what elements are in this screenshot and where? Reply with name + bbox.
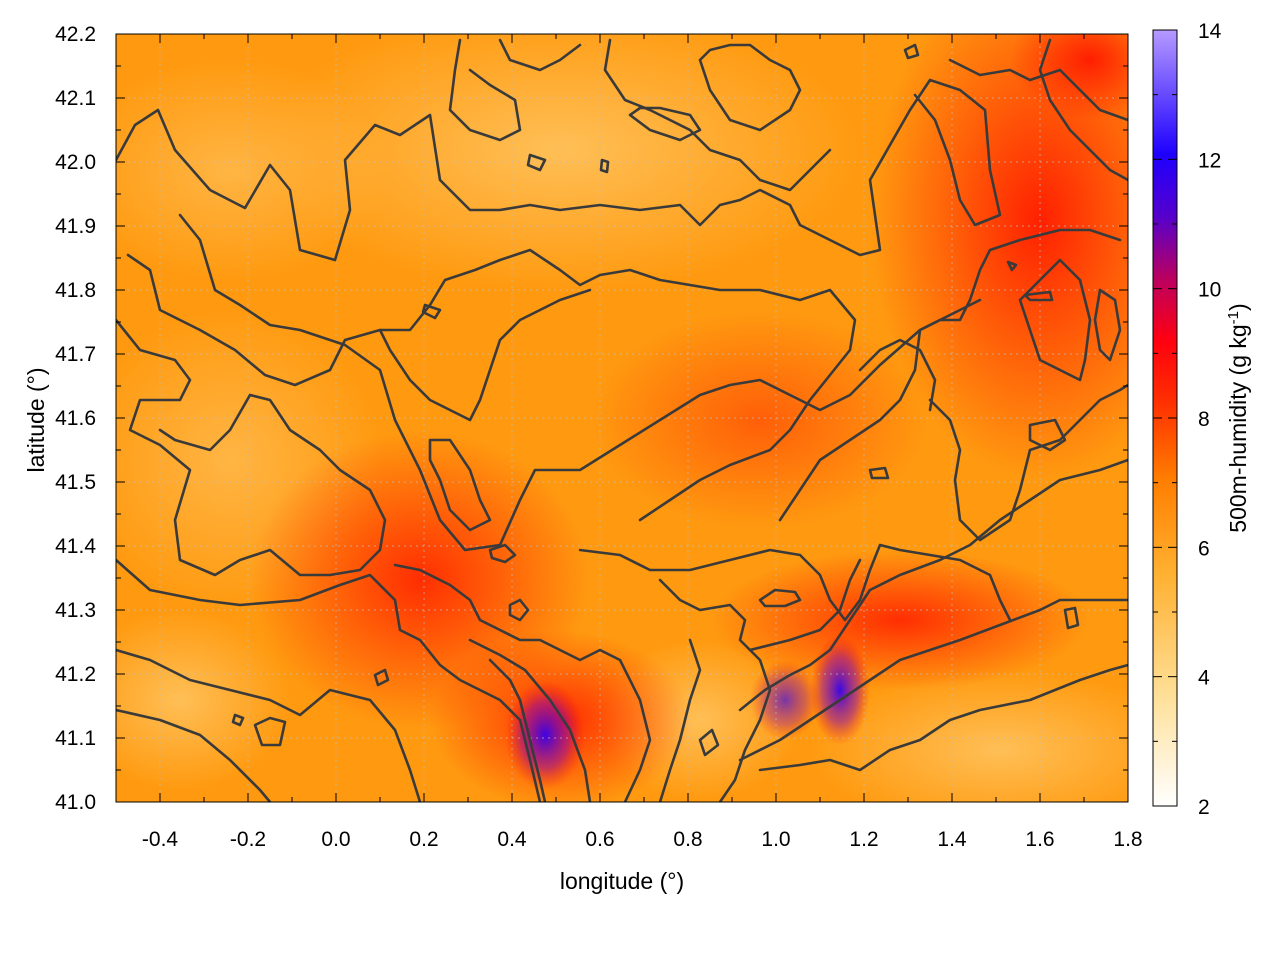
contour-line — [253, 716, 287, 747]
contour-line — [526, 153, 547, 172]
y-tick-label: 41.4 — [55, 535, 96, 558]
contour-line — [903, 43, 920, 60]
x-tick-label: 1.6 — [1025, 828, 1054, 851]
x-tick-label: 1.0 — [761, 828, 790, 851]
contour-line — [126, 248, 857, 522]
contour-line — [1038, 38, 1128, 182]
contour-line — [421, 303, 442, 320]
x-tick-label: -0.2 — [230, 828, 266, 851]
x-tick-label: 0.6 — [585, 828, 614, 851]
contour-line — [116, 708, 272, 802]
y-tick-label: 41.6 — [55, 407, 96, 430]
contour-line — [498, 38, 582, 72]
contour-line — [448, 38, 522, 142]
contour-line — [868, 466, 890, 480]
contour-line — [738, 458, 1128, 712]
contour-line — [738, 598, 1128, 762]
y-tick-label: 42.2 — [55, 23, 96, 46]
contour-line — [758, 663, 1128, 772]
y-tick-label: 41.7 — [55, 343, 96, 366]
contour-line — [488, 658, 547, 802]
contour-line — [698, 728, 720, 757]
contour-line — [948, 58, 1128, 122]
x-tick-label: 1.2 — [849, 828, 878, 851]
x-axis-title: longitude (°) — [560, 868, 684, 894]
contour-line — [658, 638, 702, 802]
y-tick-label: 41.2 — [55, 663, 96, 686]
y-tick-label: 41.8 — [55, 279, 96, 302]
y-tick-label: 42.0 — [55, 151, 96, 174]
contour-line — [116, 558, 542, 802]
y-tick-label: 41.3 — [55, 599, 96, 622]
contour-line — [1023, 290, 1054, 302]
x-tick-label: 0.4 — [497, 828, 527, 851]
x-tick-label: 1.4 — [937, 828, 967, 851]
contour-line — [1093, 288, 1122, 362]
contour-lines — [116, 38, 1128, 802]
colorbar-tick-label: 10 — [1198, 279, 1221, 302]
colorbar-tick-label: 14 — [1198, 20, 1222, 43]
contour-line — [468, 638, 592, 802]
contour-line — [858, 338, 937, 412]
colorbar-tick-label: 8 — [1198, 408, 1210, 431]
contour-line — [488, 543, 517, 564]
y-tick-label: 42.1 — [55, 87, 96, 110]
colorbar-tick-label: 4 — [1198, 667, 1210, 690]
contour-line — [116, 318, 387, 577]
contour-line — [116, 78, 1002, 262]
y-tick-label: 41.0 — [55, 791, 96, 814]
contour-line — [231, 713, 245, 727]
contour-line — [578, 543, 1012, 622]
y-axis: 41.0 41.1 41.2 41.3 41.4 41.5 41.6 41.7 41.8 41.9… — [55, 23, 1128, 814]
colorbar-axis: 2 4 6 8 10 12 14 — [1153, 20, 1222, 819]
x-tick-label: 0.8 — [673, 828, 702, 851]
colorbar-tick-label: 6 — [1198, 537, 1210, 560]
contour-line — [378, 288, 592, 422]
x-axis: -0.4 -0.2 0.0 0.2 0.4 0.6 0.8 1.0 1.2 1.4 1.6 1.8 — [115, 34, 1143, 851]
contour-line — [1063, 606, 1080, 630]
y-axis-title: latitude (°) — [23, 367, 49, 472]
contour-line — [508, 598, 530, 622]
y-tick-label: 41.1 — [55, 727, 96, 750]
colorbar-tick-label: 12 — [1198, 149, 1221, 172]
contour-line — [599, 158, 610, 174]
colorbar-tick-label: 2 — [1198, 796, 1210, 819]
heatmap-field — [116, 34, 1128, 802]
x-tick-label: 0.2 — [409, 828, 438, 851]
contour-line — [428, 438, 492, 532]
contour-line — [928, 383, 1128, 542]
contour-line — [1006, 260, 1018, 272]
contour-line — [698, 43, 802, 132]
contour-line — [178, 213, 982, 552]
contour-line — [748, 558, 862, 652]
contour-line — [628, 106, 702, 142]
y-tick-label: 41.5 — [55, 471, 96, 494]
grid-lines — [116, 34, 1128, 802]
colorbar-title: 500m-humidity (g kg-1) — [1225, 303, 1251, 532]
contour-line — [1018, 258, 1092, 382]
x-tick-label: 0.0 — [321, 828, 350, 851]
y-tick-label: 41.9 — [55, 215, 96, 238]
contour-line — [1028, 418, 1067, 452]
contour-line — [778, 228, 1122, 522]
contour-line — [393, 563, 652, 802]
contour-line — [758, 588, 802, 608]
x-tick-label: -0.4 — [142, 828, 179, 851]
x-tick-label: 1.8 — [1113, 828, 1142, 851]
contour-line — [603, 38, 832, 192]
contour-line — [116, 648, 422, 802]
contour-line — [373, 668, 390, 687]
